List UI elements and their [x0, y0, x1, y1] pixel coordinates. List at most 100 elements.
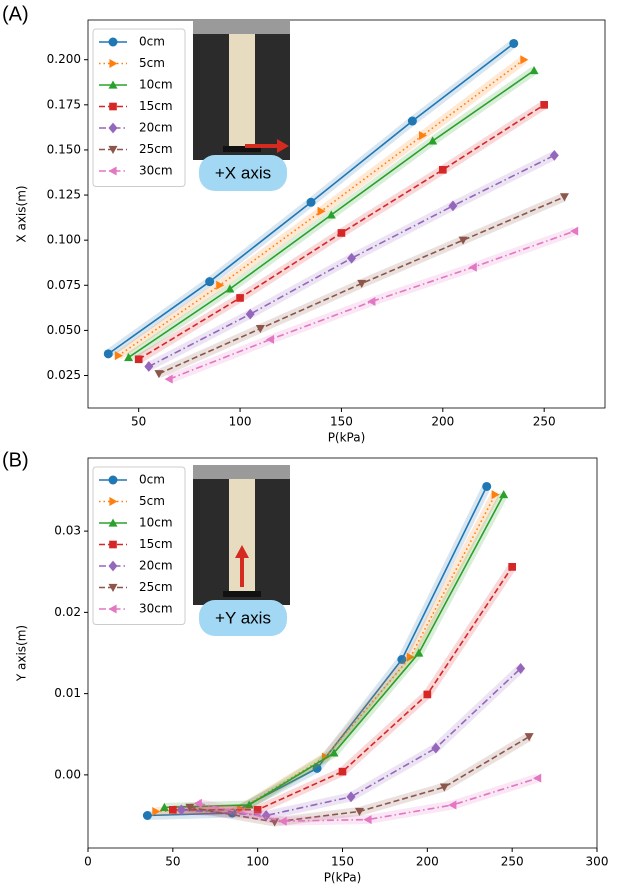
- point-marker: [142, 810, 152, 821]
- point-marker: [549, 149, 559, 161]
- chart-panel: (B) 0 50 100 150 200 250 300 0.00 0.01 0.02 0.03 P(k…: [2, 449, 608, 884]
- legend-marker: [108, 166, 117, 176]
- point-marker: [499, 490, 509, 499]
- legend-label: 30cm: [139, 164, 173, 178]
- point-marker: [428, 136, 438, 145]
- x-tick-label: 200: [431, 415, 454, 429]
- x-axis-label: P(kPa): [328, 431, 366, 445]
- point-marker: [312, 763, 322, 773]
- point-marker: [114, 351, 123, 361]
- point-marker: [329, 748, 339, 757]
- legend-marker: [108, 122, 118, 134]
- point-marker: [347, 252, 357, 264]
- arrow-head: [235, 545, 249, 558]
- point-marker: [261, 810, 271, 821]
- legend-marker: [108, 475, 118, 485]
- point-marker: [193, 798, 202, 808]
- series-line: [181, 667, 522, 817]
- point-marker: [152, 806, 161, 816]
- point-marker: [144, 361, 154, 372]
- x-tick-label: 200: [416, 855, 439, 869]
- point-marker: [159, 802, 169, 811]
- photo-mount: [193, 465, 290, 479]
- y-tick-label: 0.150: [47, 142, 81, 156]
- photo-base: [223, 146, 261, 152]
- point-marker: [169, 805, 177, 814]
- point-marker: [237, 804, 246, 814]
- point-marker: [529, 66, 539, 75]
- point-marker: [245, 308, 255, 320]
- legend-label: 0cm: [139, 473, 165, 487]
- legend-marker: [109, 540, 117, 549]
- x-axis-label: P(kPa): [324, 871, 362, 885]
- y-tick-label: 0.03: [54, 524, 81, 538]
- y-tick-label: 0.02: [54, 605, 81, 619]
- point-marker: [524, 733, 534, 742]
- legend-label: 25cm: [139, 580, 173, 594]
- point-marker: [438, 165, 447, 174]
- point-marker: [533, 773, 542, 783]
- point-marker: [357, 279, 367, 288]
- x-tick-label: 50: [165, 855, 180, 869]
- legend-marker: [108, 80, 118, 89]
- point-marker: [367, 297, 376, 307]
- legend-marker: [108, 37, 118, 47]
- point-marker: [431, 742, 441, 754]
- point-marker: [270, 818, 280, 827]
- legend-label: 25cm: [139, 142, 173, 156]
- point-marker: [236, 294, 244, 302]
- point-marker: [103, 349, 113, 359]
- point-marker: [255, 324, 265, 334]
- x-tick-label: 150: [330, 415, 353, 429]
- annotation-text: +Y axis: [215, 608, 271, 627]
- series-line: [168, 230, 575, 380]
- point-marker: [124, 352, 134, 362]
- point-marker: [306, 197, 316, 207]
- point-marker: [176, 804, 186, 816]
- point-marker: [205, 277, 215, 287]
- point-marker: [482, 481, 492, 491]
- legend-marker: [108, 560, 118, 572]
- point-marker: [414, 648, 424, 657]
- point-marker: [354, 807, 364, 816]
- point-marker: [225, 284, 235, 293]
- legend-label: 5cm: [139, 56, 165, 70]
- point-marker: [458, 236, 468, 245]
- legend-label: 20cm: [139, 121, 173, 135]
- legend-marker: [108, 583, 118, 592]
- x-tick-label: 100: [229, 415, 252, 429]
- legend-label: 10cm: [139, 516, 173, 530]
- y-tick-label: 0.025: [47, 368, 81, 382]
- panel-label: (A): [2, 3, 29, 25]
- legend-label: 15cm: [139, 537, 173, 551]
- legend-marker: [109, 102, 117, 111]
- plot-frame: [87, 19, 606, 409]
- point-marker: [317, 206, 326, 216]
- photo-column: [229, 34, 255, 148]
- legend-label: 5cm: [139, 494, 165, 508]
- y-tick-label: 0.100: [47, 233, 81, 247]
- legend-marker: [108, 604, 117, 614]
- legend-label: 10cm: [139, 78, 173, 92]
- point-marker: [278, 816, 287, 826]
- point-marker: [418, 130, 428, 140]
- y-tick-label: 0.200: [47, 52, 81, 66]
- legend-label: 20cm: [139, 559, 173, 573]
- point-marker: [164, 374, 173, 384]
- series-line: [148, 154, 555, 368]
- x-tick-label: 0: [84, 855, 92, 869]
- point-marker: [423, 690, 432, 699]
- point-marker: [338, 767, 347, 776]
- point-marker: [337, 229, 346, 237]
- point-marker: [363, 815, 372, 825]
- point-marker: [570, 226, 579, 236]
- y-axis-label: X axis(m): [15, 185, 29, 242]
- photo-base: [223, 591, 261, 597]
- x-tick-label: 250: [533, 415, 556, 429]
- panel-label: (B): [2, 449, 29, 471]
- point-marker: [134, 355, 143, 364]
- point-marker: [540, 100, 549, 109]
- point-marker: [346, 791, 356, 803]
- point-marker: [244, 800, 254, 809]
